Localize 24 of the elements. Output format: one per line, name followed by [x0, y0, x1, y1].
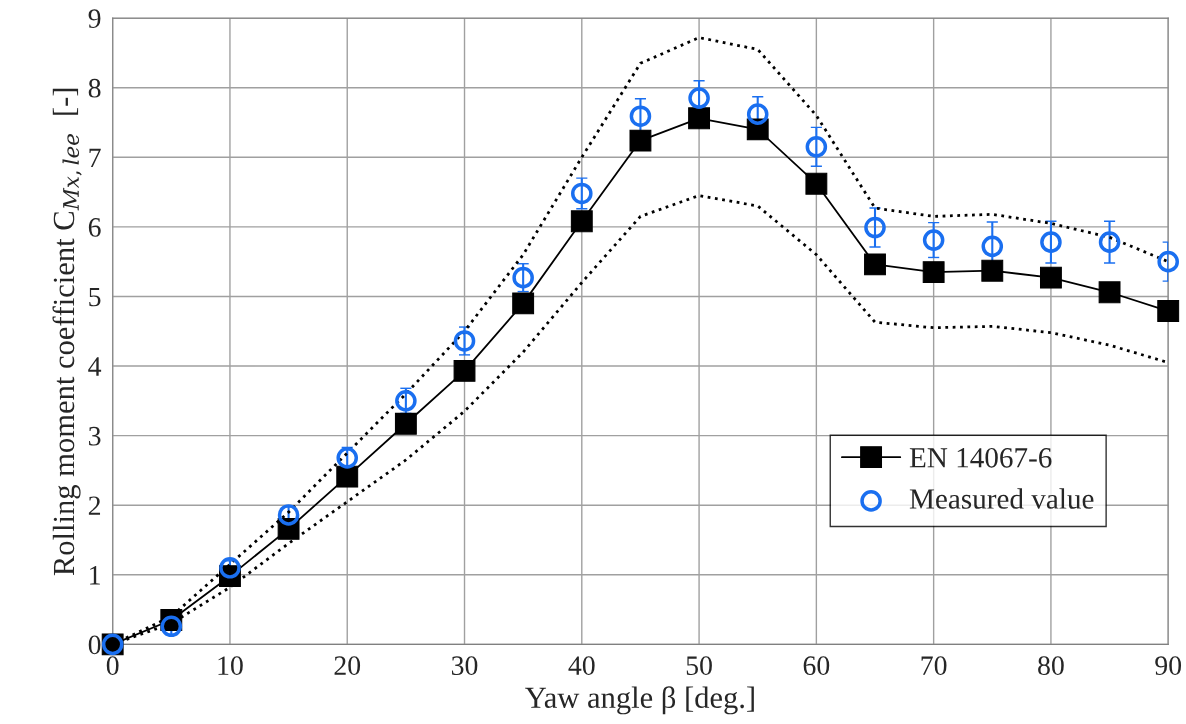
x-tick-label: 50 [686, 656, 712, 676]
x-tick-label: 10 [218, 656, 243, 676]
legend-label: EN 14067-6 [909, 447, 1052, 468]
legend-label: Measured value [909, 488, 1094, 509]
x-tick-label: 30 [451, 656, 478, 676]
y-axis-title: Rolling moment coefficient C$_{Mx,lee}$ [-] [52, 88, 82, 576]
y-tick-label: 8 [88, 78, 101, 98]
y-tick-label: 1 [90, 566, 100, 585]
y-tick-label: 4 [88, 357, 102, 376]
x-tick-label: 80 [1038, 656, 1064, 676]
x-tick-label: 70 [921, 656, 947, 676]
y-tick-label: 9 [88, 9, 101, 29]
x-tick-label: 60 [803, 656, 830, 676]
y-tick-label: 7 [89, 148, 101, 167]
y-tick-label: 2 [88, 496, 101, 515]
y-tick-label: 3 [89, 426, 101, 446]
y-tick-label: 6 [88, 218, 101, 237]
x-axis-title: Yaw angle β [deg.] [525, 686, 754, 715]
x-tick-label: 0 [106, 656, 119, 676]
x-tick-label: 20 [334, 656, 361, 676]
x-tick-label: 40 [568, 656, 595, 676]
y-tick-label: 0 [88, 635, 101, 655]
y-tick-label: 5 [89, 287, 101, 307]
x-tick-label: 90 [1155, 656, 1182, 676]
